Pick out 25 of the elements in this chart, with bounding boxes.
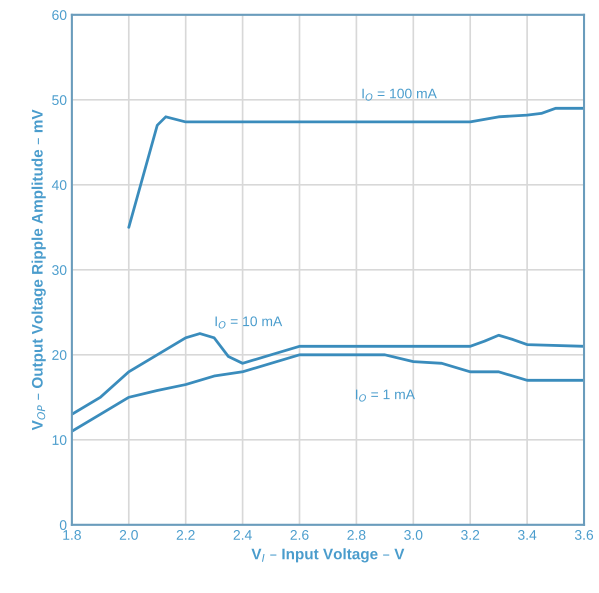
line-series (72, 332, 584, 416)
series-label: I$_{O}$ = 10 mA (216, 316, 282, 328)
x-tick-label: 3.6 (574, 530, 594, 540)
y-tick-label: 60 (52, 10, 66, 20)
y-tick-label: 30 (52, 265, 66, 275)
x-tick-label: 2.0 (120, 530, 138, 540)
x-tick-label: 2.4 (234, 530, 252, 540)
x-tick-label: 2.2 (176, 530, 195, 540)
y-tick-label: 50 (52, 95, 66, 105)
y-tick-label: 0 (60, 520, 66, 530)
line-series (127, 106, 584, 229)
series-label: I$_{O}$ = 100 mA (362, 88, 437, 101)
x-tick-label: 2.8 (347, 530, 366, 540)
y-axis-title: V$_{OP}$ – Output Voltage Ripple Amplitude – mV (32, 109, 46, 430)
y-tick-label: 20 (52, 350, 66, 360)
x-tick-label: 3.2 (461, 530, 480, 540)
y-tick-label: 40 (52, 180, 66, 190)
x-tick-label: 3.0 (404, 530, 422, 540)
y-tick-label: 10 (52, 435, 66, 445)
line-series (72, 353, 584, 433)
x-tick-label: 2.6 (290, 530, 309, 540)
text: I$_{O}$ = 1 mA (356, 390, 415, 402)
x-tick-label: 3.4 (518, 530, 536, 540)
x-axis-title: V$_{I}$ – Input Voltage – V (251, 548, 404, 562)
x-tick-label: 1.8 (63, 530, 81, 540)
